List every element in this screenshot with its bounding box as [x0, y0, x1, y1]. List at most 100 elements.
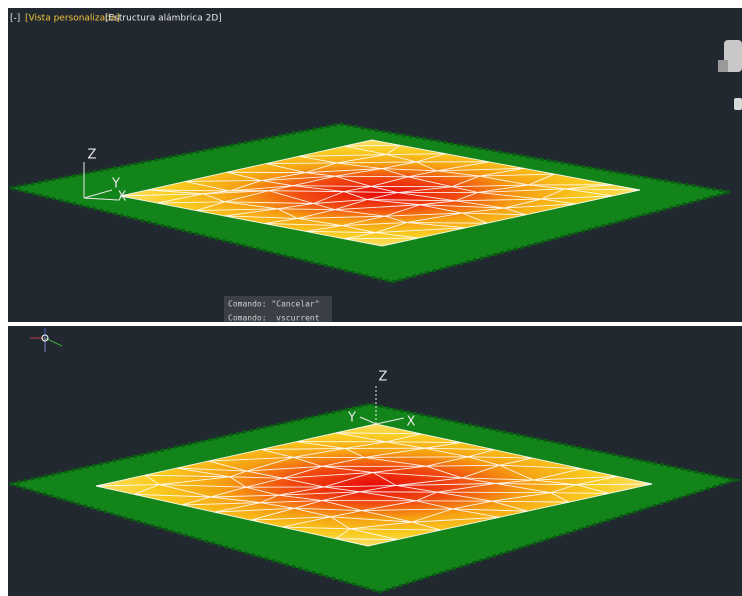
mesh-edge: [407, 176, 453, 188]
mesh-edge: [305, 225, 343, 232]
mesh-edge: [612, 184, 641, 191]
mesh-edge: [294, 500, 323, 509]
mesh-edge: [528, 184, 565, 190]
mesh-edge: [367, 199, 456, 202]
mesh-edge: [407, 175, 480, 178]
mesh-edge: [467, 456, 500, 466]
mesh-edge: [278, 494, 323, 501]
mesh-edge: [260, 500, 323, 504]
mesh-edge: [477, 191, 542, 200]
mesh-edge: [268, 190, 314, 204]
mesh-edge: [144, 474, 160, 485]
visual-style-control[interactable]: [Estructura alámbrica 2D]: [105, 14, 222, 24]
mesh-edge: [364, 447, 426, 458]
mesh-edge: [581, 468, 618, 477]
mesh-edge: [375, 227, 466, 234]
mesh-edge: [344, 447, 365, 458]
mesh-edge: [323, 471, 374, 488]
mesh-edge: [437, 491, 551, 494]
mesh-edge: [95, 484, 160, 487]
mesh-edge: [367, 539, 398, 547]
mesh-edge: [119, 193, 204, 197]
mesh-edge: [367, 192, 398, 201]
mesh-edge: [344, 232, 376, 240]
mesh-edge: [495, 483, 577, 486]
mesh-edge: [350, 528, 441, 531]
mesh-edge: [576, 484, 610, 494]
mesh-edge: [335, 168, 382, 177]
mesh-edge: [344, 238, 383, 247]
mesh-edge: [533, 479, 577, 486]
mesh-edge: [372, 471, 462, 479]
mesh-edge: [292, 185, 372, 187]
mesh-edge: [381, 237, 419, 247]
mesh-edge: [384, 215, 407, 223]
mesh-edge: [416, 500, 453, 510]
mesh-edge: [479, 167, 524, 177]
mesh-edge: [381, 161, 417, 170]
mesh-edge: [465, 222, 488, 229]
mesh-edge: [181, 502, 261, 506]
mesh-edge: [305, 168, 382, 174]
mesh-edge: [265, 163, 306, 174]
wireframe: [95, 423, 653, 547]
mesh-edge: [424, 442, 462, 449]
mesh-edge: [425, 447, 495, 451]
mesh-edge: [550, 492, 609, 494]
mesh-edge: [261, 175, 336, 181]
axis-label: Z: [88, 148, 97, 163]
viewport-control[interactable]: [-]: [10, 14, 20, 24]
mesh-edge: [397, 186, 453, 194]
mesh-edge: [491, 492, 551, 502]
mesh-edge: [375, 423, 422, 435]
mesh-edge: [119, 189, 148, 197]
mesh-edge: [335, 432, 387, 443]
mesh-edge: [330, 510, 363, 518]
command-line[interactable]: [224, 296, 332, 322]
mesh-edge: [386, 441, 426, 449]
mesh-edge: [359, 491, 417, 502]
mesh-edge: [477, 184, 529, 193]
mesh-edge: [564, 188, 613, 197]
mesh-edge: [322, 491, 360, 501]
mesh-edge: [119, 195, 158, 204]
mesh-edge: [525, 203, 577, 216]
mesh-edge: [246, 470, 283, 479]
mesh-edge: [437, 167, 524, 172]
view-control[interactable]: [Vista personalizada]: [25, 14, 120, 24]
mesh-edge: [370, 186, 398, 194]
mesh-edge: [268, 185, 293, 192]
mesh-edge: [313, 203, 335, 211]
mesh-edge: [344, 441, 387, 449]
mesh-edge: [334, 204, 421, 211]
navigation-cube[interactable]: [718, 40, 742, 110]
mesh-edge: [196, 201, 225, 211]
mesh-edge: [335, 538, 398, 540]
mesh-edge: [185, 171, 228, 182]
mesh-edge: [292, 175, 336, 187]
mesh-edge: [364, 456, 469, 458]
mesh-edge: [576, 476, 618, 486]
mesh-edge: [335, 538, 369, 547]
mesh-edge: [214, 511, 251, 521]
mesh-edge: [343, 191, 398, 194]
mesh-edge: [159, 476, 230, 486]
mesh-edge: [364, 456, 427, 467]
mesh-edge: [344, 237, 419, 240]
mesh-edge: [341, 225, 376, 234]
mesh-edge: [264, 218, 298, 224]
mesh-edge: [426, 456, 469, 467]
mesh-edge: [335, 432, 421, 435]
mesh-edge: [250, 519, 283, 528]
mesh-edge: [406, 222, 488, 224]
mesh-edge: [396, 477, 463, 486]
mesh-edge: [564, 184, 613, 190]
mesh-edge: [245, 477, 283, 488]
mesh-edge: [305, 172, 336, 177]
mesh-edge: [224, 215, 298, 219]
mesh-edge: [375, 232, 419, 239]
mesh-edge: [343, 191, 368, 200]
mesh-edge: [277, 208, 335, 211]
mesh-edge: [334, 209, 386, 217]
